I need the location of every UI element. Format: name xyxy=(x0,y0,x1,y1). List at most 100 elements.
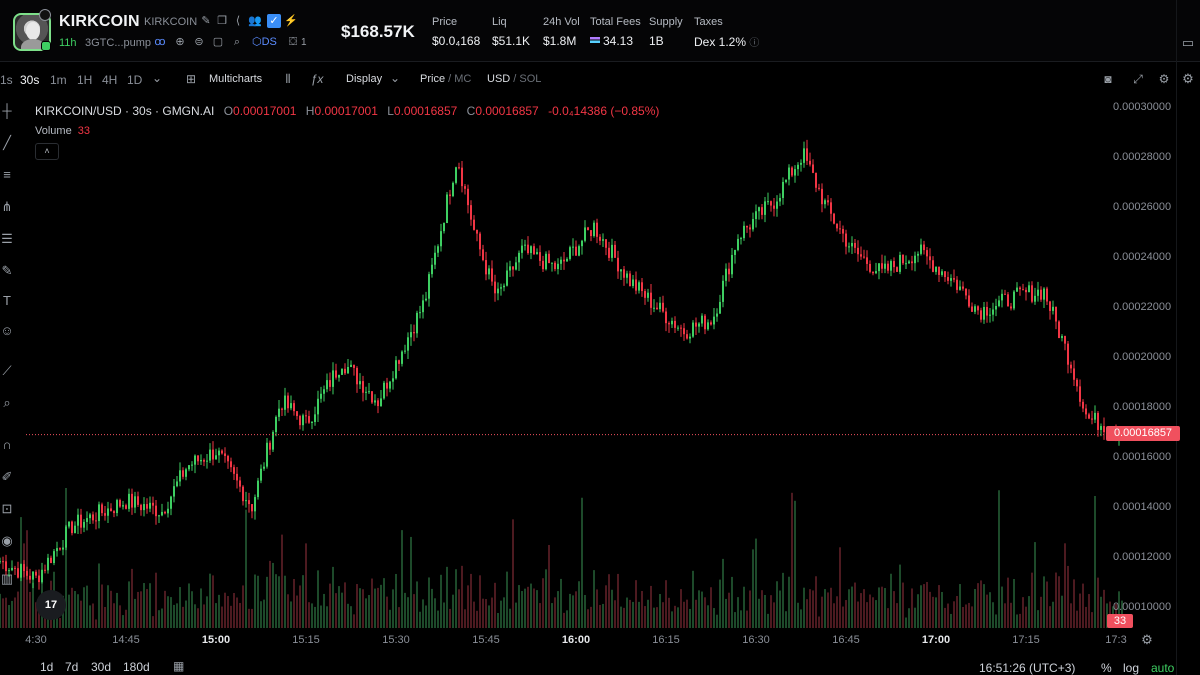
candle-body xyxy=(77,514,79,526)
coin-icon[interactable]: ⊜ xyxy=(194,36,204,48)
search-icon[interactable]: ⌕ xyxy=(233,36,241,48)
info-icon[interactable]: ⓘ xyxy=(749,38,760,49)
candle-body xyxy=(95,520,97,522)
candle-body xyxy=(662,302,664,312)
tradingview-logo[interactable]: 17 xyxy=(36,590,66,620)
usd-sol-toggle[interactable]: USD / SOL xyxy=(487,73,542,85)
price-mc-toggle[interactable]: Price / MC xyxy=(420,73,472,85)
fib-icon[interactable]: ☰ xyxy=(1,231,13,246)
range-7d[interactable]: 7d xyxy=(65,660,79,674)
volume-bar xyxy=(953,601,955,628)
lock-draw-icon[interactable]: ✐ xyxy=(1,469,13,484)
display-button[interactable]: Display xyxy=(346,73,383,85)
globe-icon[interactable]: ⊕ xyxy=(175,36,185,48)
fullscreen-icon[interactable]: ⤢ xyxy=(1133,72,1143,86)
candle-body xyxy=(941,271,943,275)
crosshair-icon[interactable]: ┼ xyxy=(2,103,12,118)
timeframe-1d[interactable]: 1D xyxy=(127,73,143,87)
candles-icon[interactable]: ⫴ xyxy=(285,72,291,86)
volume-bar xyxy=(779,590,781,628)
twitter-icon[interactable]: ✓ xyxy=(267,14,281,28)
range-1d[interactable]: 1d xyxy=(40,660,54,674)
magnet-icon[interactable]: ∩ xyxy=(2,437,12,452)
x-tick-label: 17:00 xyxy=(922,634,950,646)
trendline-icon[interactable]: ╱ xyxy=(3,135,11,150)
x-tick-label: 14:45 xyxy=(112,634,140,646)
volume-bar xyxy=(527,586,529,628)
trash-icon[interactable]: ▥ xyxy=(0,571,14,586)
volume-bar xyxy=(101,584,103,628)
bolt-icon[interactable]: ⚡ xyxy=(284,15,298,27)
candle-body xyxy=(902,254,904,264)
calendar-icon[interactable]: ▦ xyxy=(173,659,185,673)
people-link-icon[interactable]: ꝏ xyxy=(154,36,166,48)
token-address[interactable]: 3GTC...pump xyxy=(85,37,152,49)
holders-icon[interactable]: ⛋ xyxy=(288,36,298,48)
range-30d[interactable]: 30d xyxy=(91,660,112,674)
ruler-icon[interactable]: ⟋ xyxy=(2,363,12,378)
volume-bar xyxy=(233,593,235,628)
chevron-down-icon[interactable]: ⌄ xyxy=(389,71,401,85)
gear-icon[interactable]: ⚙ xyxy=(1158,72,1170,86)
chevron-down-icon[interactable]: ⌄ xyxy=(151,71,163,85)
brush-icon[interactable]: ✎ xyxy=(1,263,13,278)
percent-toggle[interactable]: % xyxy=(1101,661,1112,675)
dexscreener-link[interactable]: ⬡DS xyxy=(252,36,277,48)
timeframe-1h[interactable]: 1H xyxy=(77,73,93,87)
copy-icon[interactable]: ❐ xyxy=(217,15,227,27)
emoji-icon[interactable]: ☺ xyxy=(0,323,14,338)
candle-body xyxy=(56,548,58,552)
panel-icon[interactable]: ▭ xyxy=(1181,35,1195,50)
timeframe-30s[interactable]: 30s xyxy=(20,73,40,87)
lock-icon[interactable]: ⊡ xyxy=(1,501,13,516)
zoom-icon[interactable]: ⌕ xyxy=(3,395,11,410)
volume-bar xyxy=(317,570,319,628)
candle-body xyxy=(377,400,379,407)
text-icon[interactable]: T xyxy=(3,293,11,308)
y-tick-label: 0.00016000 xyxy=(1113,451,1171,463)
add-chart-icon[interactable]: ⊞ xyxy=(185,72,197,86)
gear-icon[interactable]: ⚙ xyxy=(1141,632,1153,647)
volume-bar xyxy=(572,595,574,628)
edit-icon[interactable]: ✎ xyxy=(201,15,211,27)
candle-body xyxy=(380,398,382,407)
share-icon[interactable]: ⟨ xyxy=(235,15,241,27)
volume-bar xyxy=(875,600,877,628)
y-tick-label: 0.00028000 xyxy=(1113,151,1171,163)
volume-bar xyxy=(353,614,355,628)
log-toggle[interactable]: log xyxy=(1123,661,1140,675)
volume-bar xyxy=(695,599,697,628)
x-tick-label: 15:45 xyxy=(472,634,500,646)
volume-bar xyxy=(977,583,979,628)
volume-bar xyxy=(1103,589,1105,628)
volume-bar xyxy=(983,584,985,628)
gear-icon[interactable]: ⚙ xyxy=(1182,71,1194,86)
volume-bar xyxy=(764,594,766,628)
multicharts-button[interactable]: Multicharts xyxy=(209,73,263,85)
candle-body xyxy=(635,279,637,291)
candle-body xyxy=(215,455,217,460)
people-icon[interactable]: 👥 xyxy=(248,15,262,27)
volume-bar xyxy=(965,604,967,628)
timeframe-4h[interactable]: 4H xyxy=(102,73,118,87)
fork-icon[interactable]: ⋔ xyxy=(1,199,13,214)
candle-body xyxy=(746,225,748,228)
message-icon[interactable]: ▢ xyxy=(212,36,224,48)
range-180d[interactable]: 180d xyxy=(123,660,150,674)
horizontal-lines-icon[interactable]: ≡ xyxy=(3,167,11,182)
volume-bar xyxy=(311,603,313,628)
timeframe-1s[interactable]: 1s xyxy=(0,73,13,87)
volume-bar xyxy=(773,602,775,628)
indicators-icon[interactable]: ƒx xyxy=(310,72,324,86)
volume-bar xyxy=(173,604,175,628)
timeframe-1m[interactable]: 1m xyxy=(50,73,67,87)
volume-bar xyxy=(434,598,436,628)
eye-icon[interactable]: ◉ xyxy=(1,533,13,548)
volume-bar xyxy=(785,611,787,628)
auto-toggle[interactable]: auto xyxy=(1151,661,1175,675)
candle-body xyxy=(563,259,565,262)
volume-bar xyxy=(818,616,820,628)
collapse-legend-button[interactable]: ˄ xyxy=(35,143,59,160)
camera-icon[interactable]: ◙ xyxy=(1104,72,1112,86)
